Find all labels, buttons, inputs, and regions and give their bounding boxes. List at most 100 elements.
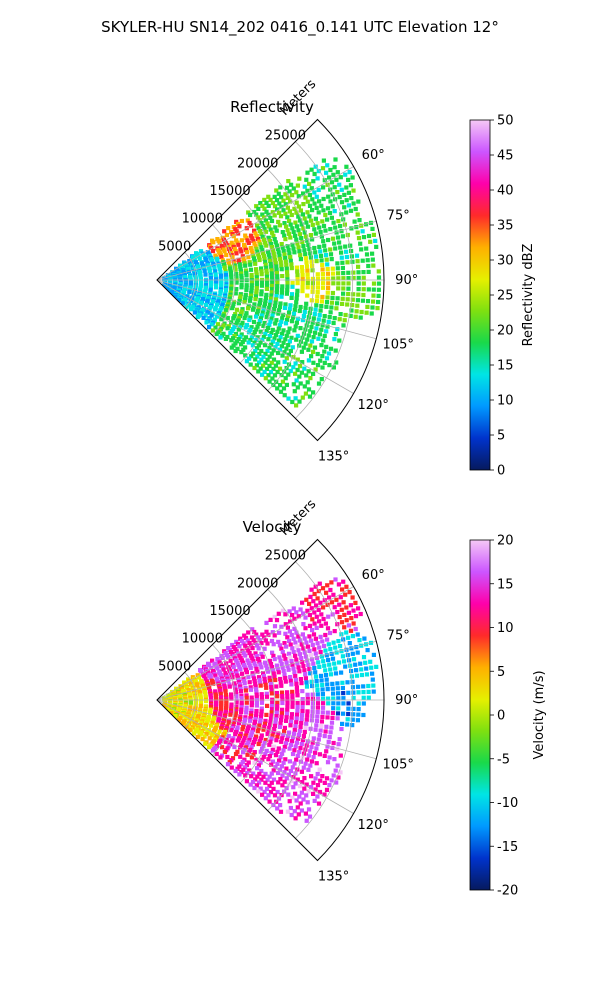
field-cell xyxy=(305,210,310,215)
field-cell xyxy=(298,208,303,213)
field-cell xyxy=(268,319,273,324)
field-cell xyxy=(249,635,255,640)
field-cell xyxy=(279,683,284,688)
field-cell xyxy=(238,269,244,274)
field-cell xyxy=(361,235,367,240)
field-cell xyxy=(325,267,330,272)
field-cell xyxy=(359,309,364,315)
field-cell xyxy=(300,738,305,743)
field-cell xyxy=(362,636,367,641)
field-cell xyxy=(307,181,312,186)
field-cell xyxy=(359,643,364,648)
field-cell xyxy=(366,263,371,269)
field-cell xyxy=(311,349,316,354)
field-cell xyxy=(318,308,323,313)
field-cell xyxy=(304,721,309,726)
field-cell xyxy=(280,736,285,741)
field-cell xyxy=(334,360,339,365)
field-cell xyxy=(240,740,245,745)
field-cell xyxy=(274,710,279,715)
field-cell xyxy=(239,638,244,644)
field-cell xyxy=(361,281,366,286)
field-cell xyxy=(281,386,287,391)
field-cell xyxy=(295,385,300,390)
field-cell xyxy=(359,247,364,252)
field-cell xyxy=(238,655,243,661)
field-cell xyxy=(267,305,272,310)
field-cell xyxy=(268,197,273,202)
field-cell xyxy=(349,248,354,254)
field-cell xyxy=(287,759,292,764)
field-cell xyxy=(263,298,268,303)
field-cell xyxy=(274,684,279,689)
field-cell xyxy=(293,396,298,401)
field-cell xyxy=(301,314,306,319)
field-cell xyxy=(248,713,253,718)
field-cell xyxy=(255,669,260,674)
field-cell xyxy=(276,731,281,736)
field-cell xyxy=(245,728,250,733)
field-cell xyxy=(237,296,243,301)
field-cell xyxy=(326,237,331,243)
field-cell xyxy=(244,693,249,698)
field-cell xyxy=(302,636,307,641)
field-cell xyxy=(228,331,233,336)
field-cell xyxy=(236,677,241,682)
field-cell xyxy=(251,253,256,258)
field-cell xyxy=(308,653,313,658)
field-cell xyxy=(246,660,251,665)
field-cell xyxy=(354,309,359,314)
field-cell xyxy=(327,662,332,667)
field-cell xyxy=(358,315,363,320)
field-cell xyxy=(284,766,289,771)
azimuth-tick-label: 75° xyxy=(387,208,410,223)
field-cell xyxy=(280,287,285,292)
field-cell xyxy=(272,254,277,259)
field-cell xyxy=(356,270,361,275)
field-cell xyxy=(248,685,253,690)
field-cell xyxy=(294,378,299,383)
field-cell xyxy=(258,229,263,234)
field-cell xyxy=(259,272,264,277)
field-cell xyxy=(262,646,267,651)
field-cell xyxy=(243,643,248,648)
field-cell xyxy=(334,306,339,311)
field-cell xyxy=(301,611,306,616)
field-cell xyxy=(343,312,348,318)
field-cell xyxy=(353,206,358,212)
field-cell xyxy=(313,330,318,335)
field-cell xyxy=(284,718,289,723)
field-cell xyxy=(239,309,244,314)
field-cell xyxy=(248,337,253,343)
field-cell xyxy=(286,792,291,797)
field-cell xyxy=(267,742,272,747)
field-cell xyxy=(269,218,275,224)
field-cell xyxy=(328,247,333,252)
field-cell xyxy=(305,293,310,298)
field-cell xyxy=(201,252,206,257)
field-cell xyxy=(259,651,264,656)
field-cell xyxy=(247,298,253,303)
field-cell xyxy=(349,308,354,313)
field-cell xyxy=(332,757,337,762)
field-cell xyxy=(272,303,277,308)
field-cell xyxy=(252,365,257,371)
field-cell xyxy=(279,714,284,719)
field-cell xyxy=(300,600,305,605)
field-cell xyxy=(243,667,249,672)
field-cell xyxy=(366,233,372,239)
field-cell xyxy=(295,292,300,297)
field-cell xyxy=(288,805,293,811)
field-cell xyxy=(301,202,306,207)
field-cell xyxy=(348,603,353,608)
field-cell xyxy=(268,661,274,667)
field-cell xyxy=(295,241,300,246)
field-cell xyxy=(211,240,216,245)
field-cell xyxy=(283,337,288,342)
field-cell xyxy=(273,300,278,305)
field-cell xyxy=(268,215,273,220)
field-cell xyxy=(277,724,282,729)
field-cell xyxy=(341,579,346,584)
field-cell xyxy=(349,254,354,259)
